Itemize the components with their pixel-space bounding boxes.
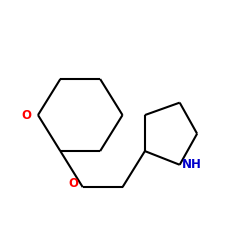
Text: NH: NH: [182, 158, 202, 171]
Text: O: O: [22, 108, 32, 122]
Text: O: O: [68, 177, 78, 190]
